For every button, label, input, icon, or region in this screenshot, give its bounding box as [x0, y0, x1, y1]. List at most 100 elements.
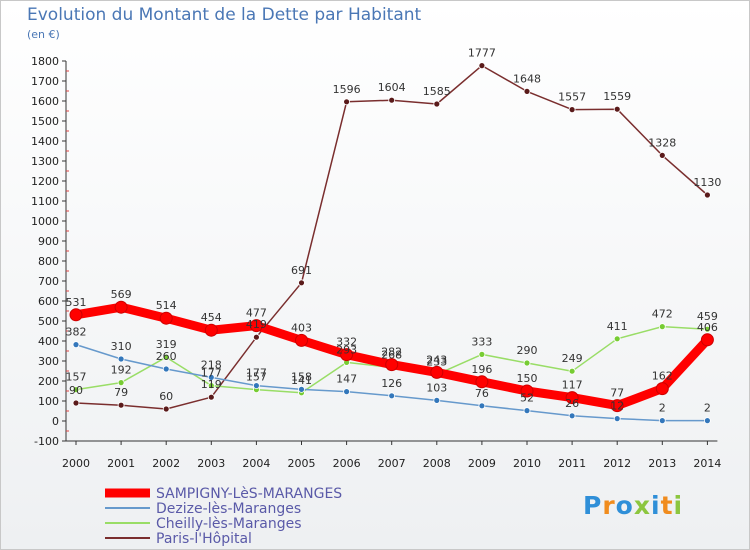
- data-label: 1777: [468, 47, 496, 60]
- y-tick-label: 1800: [31, 55, 59, 68]
- data-label: 1559: [603, 90, 631, 103]
- x-tick-label: 2010: [513, 457, 541, 470]
- y-tick-label: 900: [38, 235, 59, 248]
- data-point: [162, 353, 170, 361]
- data-point: [658, 417, 666, 425]
- data-label: 177: [246, 367, 267, 380]
- data-point: [207, 393, 215, 401]
- data-label: 691: [291, 264, 312, 277]
- data-point: [655, 382, 669, 396]
- data-label: 196: [471, 363, 492, 376]
- data-label: 218: [201, 358, 222, 371]
- x-tick-label: 2005: [288, 457, 316, 470]
- data-point: [72, 341, 80, 349]
- data-label: 1648: [513, 72, 541, 85]
- data-point: [433, 396, 441, 404]
- x-tick-label: 2012: [603, 457, 631, 470]
- x-tick-label: 2008: [423, 457, 451, 470]
- data-point: [117, 401, 125, 409]
- data-label: 472: [652, 308, 673, 321]
- logo-letter: i: [673, 491, 684, 520]
- data-point: [298, 279, 305, 287]
- y-tick-label: 200: [38, 375, 59, 388]
- chart-title: Evolution du Montant de la Dette par Hab…: [27, 5, 422, 25]
- legend-label: Paris-l'Hôpital: [156, 531, 252, 547]
- data-label: 12: [610, 400, 624, 413]
- data-point: [162, 405, 170, 413]
- data-point: [433, 100, 441, 108]
- x-tick-label: 2006: [333, 457, 361, 470]
- x-tick-label: 2011: [558, 457, 586, 470]
- data-label: 1585: [423, 85, 451, 98]
- data-label: 260: [156, 350, 177, 363]
- x-tick-label: 2009: [468, 457, 496, 470]
- data-label: 233: [426, 355, 447, 368]
- x-tick-label: 2014: [693, 457, 721, 470]
- y-tick-label: 100: [38, 395, 59, 408]
- data-point: [523, 407, 531, 415]
- data-point: [72, 386, 80, 394]
- y-tick-label: 1300: [31, 155, 59, 168]
- x-tick-label: 2004: [242, 457, 270, 470]
- y-tick-label: 400: [38, 335, 59, 348]
- data-label: 403: [291, 321, 312, 334]
- data-point: [343, 98, 351, 106]
- data-point: [704, 417, 711, 425]
- data-point: [343, 388, 351, 396]
- data-label: 77: [610, 387, 624, 400]
- data-point: [613, 335, 621, 343]
- data-label: 79: [114, 386, 128, 399]
- data-label: 290: [517, 344, 538, 357]
- data-point: [475, 375, 489, 389]
- logo-letter: o: [615, 491, 634, 520]
- data-label: 177: [201, 367, 222, 380]
- data-point: [69, 308, 83, 322]
- data-label: 243: [426, 353, 447, 366]
- data-point: [704, 325, 711, 333]
- data-label: 514: [156, 299, 177, 312]
- data-point: [478, 62, 486, 69]
- logo-letter: P: [583, 491, 603, 520]
- x-tick-label: 2013: [648, 457, 676, 470]
- data-label: 119: [201, 378, 222, 391]
- data-point: [340, 348, 354, 362]
- data-label: 332: [336, 336, 357, 349]
- data-point: [117, 355, 125, 363]
- y-tick-label: 1100: [31, 195, 59, 208]
- data-point: [523, 88, 531, 95]
- data-label: 158: [291, 370, 312, 383]
- y-tick-label: 700: [38, 275, 59, 288]
- data-point: [520, 384, 534, 398]
- logo-letter: t: [660, 491, 674, 520]
- data-point: [72, 399, 80, 407]
- data-label: 310: [111, 340, 132, 353]
- data-point: [117, 379, 125, 387]
- logo-letter: r: [602, 491, 616, 520]
- data-label: 2: [704, 402, 711, 415]
- data-label: 117: [562, 379, 583, 392]
- data-point: [388, 96, 396, 104]
- data-label: 1557: [558, 91, 586, 104]
- data-label: 382: [66, 326, 87, 339]
- data-point: [658, 323, 666, 331]
- x-tick-label: 2003: [197, 457, 225, 470]
- data-point: [298, 385, 305, 393]
- data-label: 141: [291, 374, 312, 387]
- y-tick-label: 300: [38, 355, 59, 368]
- data-label: 126: [381, 377, 402, 390]
- data-label: 2: [659, 402, 666, 415]
- data-label: 26: [565, 397, 579, 410]
- data-label: 419: [246, 318, 267, 331]
- chart-unit-label: (en €): [27, 28, 60, 41]
- data-point: [478, 350, 486, 358]
- data-label: 90: [69, 384, 83, 397]
- data-point: [568, 412, 576, 420]
- data-label: 157: [66, 371, 87, 384]
- data-label: 1328: [648, 136, 676, 149]
- data-point: [704, 191, 711, 199]
- data-label: 150: [517, 372, 538, 385]
- data-label: 76: [475, 387, 489, 400]
- data-point: [523, 359, 531, 367]
